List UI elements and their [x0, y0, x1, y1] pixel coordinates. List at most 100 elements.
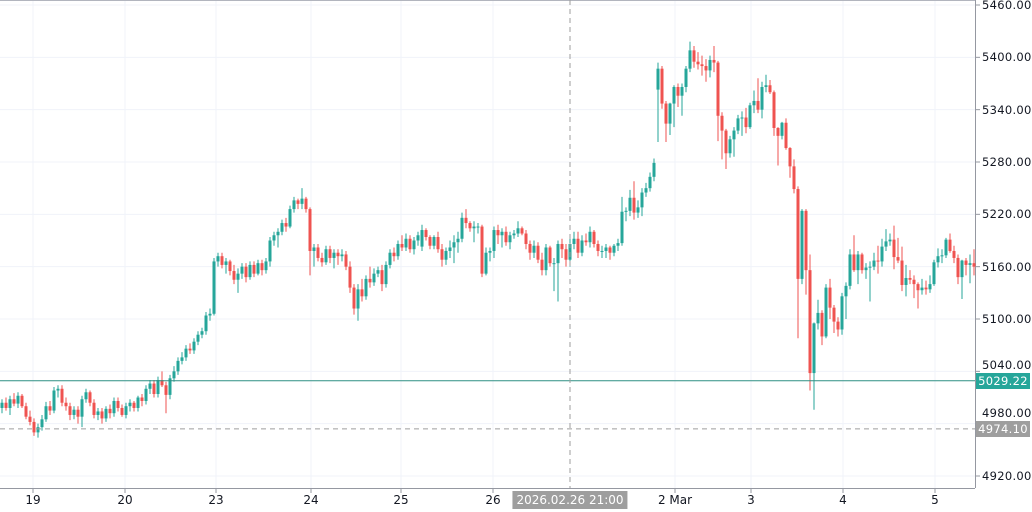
candle: [244, 263, 248, 283]
candle-body: [720, 115, 724, 131]
candle-body: [640, 192, 644, 208]
candle-body: [120, 407, 124, 415]
candle: [224, 257, 228, 274]
candle-body: [772, 92, 776, 128]
candle-body: [32, 421, 36, 433]
candle-body: [932, 262, 936, 285]
candle: [268, 237, 272, 267]
crosshair-time-badge: 2026.02.26 21:00: [512, 491, 628, 509]
candle: [40, 414, 44, 431]
candle: [656, 62, 660, 142]
candle: [116, 397, 120, 412]
candle-body: [712, 59, 716, 63]
candle-body: [492, 230, 496, 251]
candle-body: [624, 210, 628, 212]
candle-body: [644, 188, 648, 193]
candle-body: [296, 200, 300, 204]
candle-body: [852, 254, 856, 271]
price-tick-label: 4920.00: [982, 469, 1032, 483]
candle-body: [284, 223, 288, 227]
candle: [96, 407, 100, 421]
candle-body: [764, 85, 768, 87]
candle: [468, 221, 472, 232]
candle: [232, 264, 236, 285]
candle-body: [496, 230, 500, 236]
candle-body: [420, 230, 424, 247]
candle-body: [444, 250, 448, 260]
candle: [580, 235, 584, 257]
candle-body: [704, 66, 708, 71]
candle-body: [368, 278, 372, 283]
candle: [908, 270, 912, 285]
candle: [100, 407, 104, 424]
candle-body: [768, 85, 772, 93]
candle: [688, 41, 692, 73]
candle: [84, 388, 88, 403]
candle: [328, 245, 332, 264]
candle: [596, 240, 600, 257]
candle: [160, 371, 164, 388]
candle: [972, 249, 976, 276]
candle: [600, 245, 604, 258]
candle-body: [708, 59, 712, 71]
candle: [668, 102, 672, 135]
candle-body: [572, 238, 576, 244]
candle-body: [136, 397, 140, 408]
candle-body: [60, 388, 64, 403]
candle-body: [672, 86, 676, 104]
candle-body: [540, 259, 544, 271]
candle: [544, 243, 548, 276]
candle-body: [416, 235, 420, 241]
candle: [140, 394, 144, 407]
candle: [460, 212, 464, 243]
candle-body: [312, 247, 316, 251]
candle: [56, 385, 60, 398]
candle-body: [936, 256, 940, 263]
candle: [856, 250, 860, 285]
candle-body: [304, 198, 308, 210]
candle: [540, 252, 544, 276]
candle: [196, 331, 200, 346]
candle-body: [132, 402, 136, 408]
candle: [732, 127, 736, 157]
candle: [376, 266, 380, 278]
candle-body: [172, 371, 176, 379]
candle-body: [92, 402, 96, 415]
candle: [336, 249, 340, 265]
candle: [932, 259, 936, 286]
candle-body: [680, 86, 684, 96]
candle-body: [224, 261, 228, 265]
candle-body: [0, 402, 4, 408]
candle: [756, 78, 760, 114]
candle-body: [268, 240, 272, 262]
candle: [452, 235, 456, 264]
candle: [528, 240, 532, 260]
candle: [456, 231, 460, 253]
candle: [760, 81, 764, 119]
candle: [88, 390, 92, 407]
candle: [44, 401, 48, 422]
candle-body: [200, 331, 204, 335]
candle: [748, 102, 752, 129]
candle-body: [220, 256, 224, 265]
candle-body: [292, 200, 296, 210]
candle: [716, 60, 720, 142]
price-tick-label: 4980.00: [982, 405, 1032, 420]
candle-body: [64, 402, 68, 407]
candle-body: [144, 388, 148, 401]
candle: [840, 292, 844, 335]
candle-body: [952, 250, 956, 258]
candle: [872, 252, 876, 271]
candle: [400, 235, 404, 251]
candle-body: [552, 263, 556, 265]
price-tick-label: 5220.00: [982, 207, 1032, 222]
candle-body: [204, 315, 208, 332]
candle: [944, 237, 948, 258]
candle-body: [464, 217, 468, 224]
candle: [252, 261, 256, 278]
candle-body: [468, 223, 472, 229]
candle: [172, 366, 176, 382]
candle: [800, 209, 804, 285]
candle-body: [356, 289, 360, 309]
